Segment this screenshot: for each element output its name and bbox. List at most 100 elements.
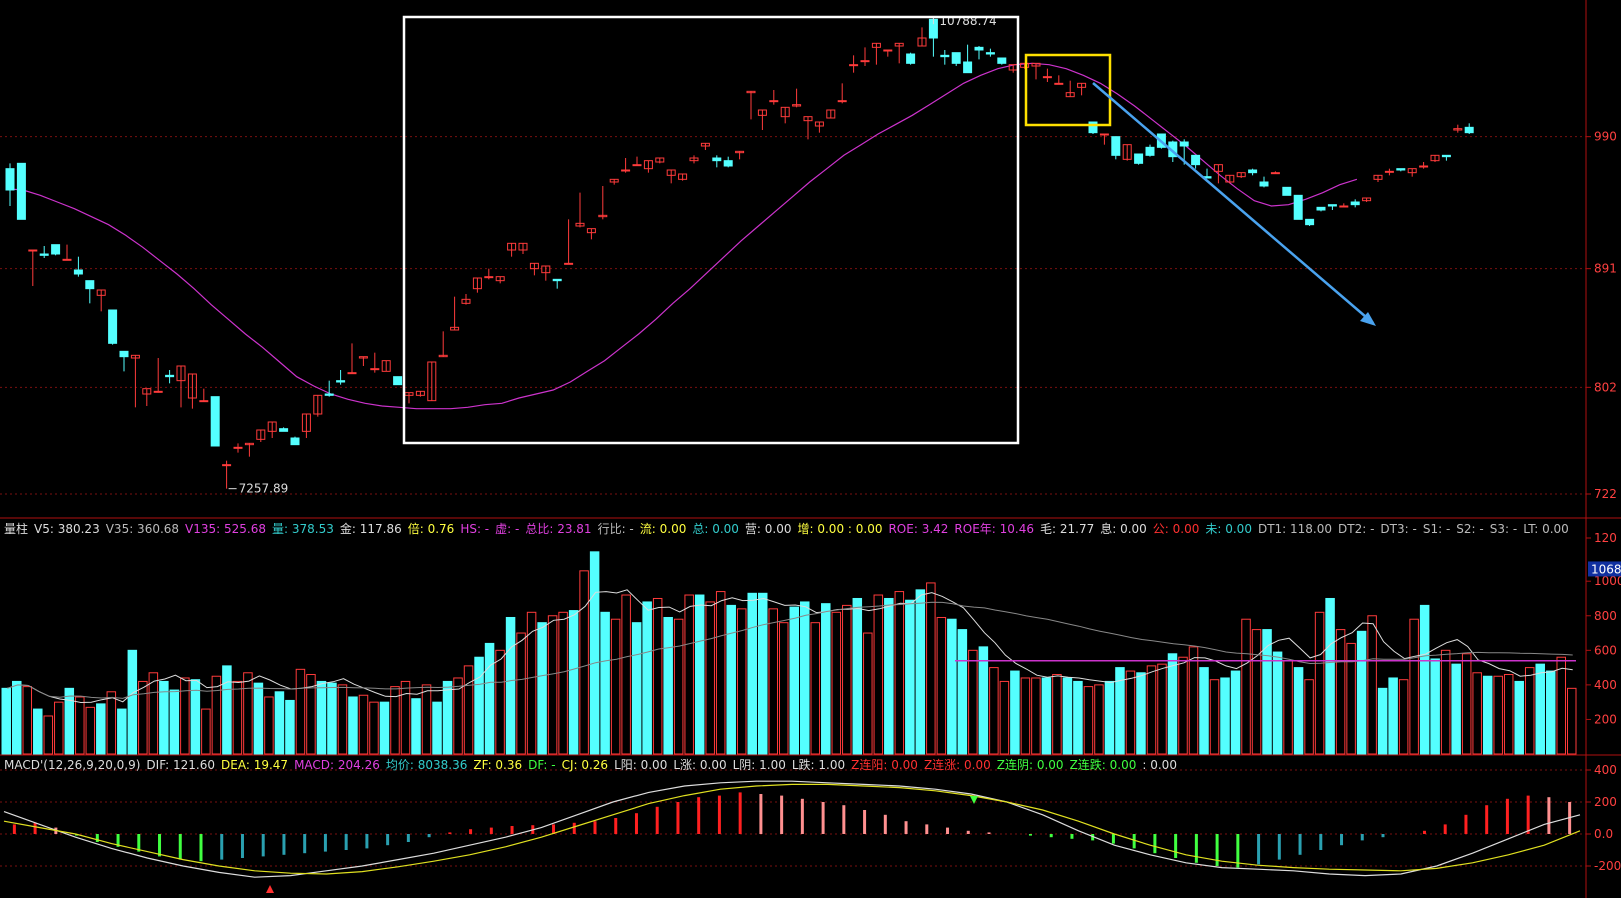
candle-body — [233, 446, 243, 449]
volume-bar — [43, 715, 54, 755]
volume-header-item: 金: 117.86 — [339, 522, 402, 536]
volume-bar — [1220, 677, 1230, 755]
candle-body — [575, 222, 585, 227]
volume-bar — [684, 594, 694, 755]
candle-body — [746, 90, 756, 94]
candle-body — [1430, 154, 1440, 162]
volume-bar — [474, 656, 484, 755]
volume-bar — [1283, 660, 1293, 755]
candle-body — [1225, 174, 1235, 183]
candle-body — [963, 61, 973, 74]
volume-bar — [905, 599, 915, 755]
candle-body — [130, 354, 140, 359]
candle-body — [1088, 121, 1098, 134]
volume-bar — [64, 687, 75, 755]
volume-indicator-header: 量柱 V5: 380.23 V35: 360.68 V135: 525.68 量: 37… — [4, 521, 1575, 537]
volume-header-item: 营: 0.00 — [744, 522, 792, 536]
volume-header-item: 未: 0.00 — [1205, 522, 1252, 536]
volume-bar — [453, 677, 463, 755]
volume-bar — [264, 696, 274, 755]
candle-body — [1396, 168, 1406, 171]
volume-bar — [652, 597, 663, 755]
trend-arrow-line — [1092, 82, 1374, 324]
candle-body — [1441, 154, 1451, 158]
candle-body — [39, 253, 49, 256]
volume-bar — [999, 680, 1010, 755]
candle-body — [529, 262, 539, 270]
volume-bar — [1514, 680, 1524, 755]
candle-body — [1179, 141, 1189, 147]
candle-body — [438, 354, 448, 358]
volume-bar — [495, 649, 505, 755]
volume-bar — [169, 689, 180, 755]
price-axis-label: 990 — [1594, 130, 1617, 144]
volume-bar — [600, 611, 610, 755]
volume-header-item: DT2: - — [1338, 522, 1375, 536]
candle-body — [974, 46, 984, 51]
volume-header-item: HS: - — [460, 522, 490, 536]
volume-bar — [715, 591, 726, 755]
volume-header-item: S1: - — [1422, 522, 1451, 536]
candle-body — [1031, 62, 1041, 67]
candle-body — [814, 121, 824, 127]
macd-axis-label: 0.0 — [1594, 827, 1613, 841]
macd-header-item: 均价: 8038.36 — [385, 758, 468, 772]
macd-header-item: MACD'(12,26,9,20,0,9) — [4, 758, 141, 772]
candle-body — [586, 228, 596, 234]
volume-bar — [1157, 663, 1167, 755]
volume-bar — [926, 582, 936, 755]
candle-body — [541, 265, 551, 274]
candle-body — [1065, 92, 1075, 98]
volume-bar — [85, 706, 96, 755]
volume-bar — [957, 629, 968, 755]
volume-bar — [915, 589, 926, 755]
volume-bar — [54, 701, 64, 755]
candle-body — [1453, 128, 1463, 131]
volume-axis-label: 200 — [1594, 712, 1617, 726]
candle-body — [507, 242, 517, 251]
volume-bar — [757, 592, 768, 755]
volume-bar — [295, 668, 306, 755]
candle-body — [472, 277, 482, 290]
candle-body — [1236, 172, 1246, 178]
macd-header-item: MACD: 204.26 — [294, 758, 380, 772]
volume-header-item: S3: - — [1489, 522, 1518, 536]
candle-body — [142, 388, 152, 395]
volume-bar — [243, 672, 253, 755]
volume-bar — [778, 622, 789, 755]
volume-bar — [12, 680, 22, 755]
volume-bar — [1461, 653, 1472, 755]
volume-bar — [1125, 670, 1136, 755]
volume-bar — [1031, 677, 1041, 755]
candle-body — [1339, 205, 1349, 208]
volume-bar — [1335, 629, 1346, 755]
volume-bar — [484, 642, 495, 755]
volume-bar — [800, 601, 810, 755]
candle-body — [1373, 174, 1383, 180]
volume-bar — [1314, 611, 1325, 755]
volume-bar — [1, 687, 12, 755]
candle-body — [301, 413, 311, 432]
volume-bar — [642, 601, 652, 755]
volume-bar — [1430, 658, 1440, 755]
candle-body — [165, 374, 175, 378]
volume-bar — [663, 616, 673, 755]
volume-bar — [274, 691, 285, 755]
volume-bar — [1188, 646, 1199, 755]
volume-bar — [1094, 684, 1104, 755]
macd-dea-line — [3, 783, 1581, 875]
volume-bar — [1052, 674, 1062, 755]
volume-bar — [1230, 670, 1241, 755]
volume-bar — [863, 632, 873, 755]
volume-bar — [1073, 680, 1083, 755]
volume-bar — [842, 604, 852, 755]
volume-header-item: 总比: 23.81 — [525, 522, 592, 536]
macd-indicator-header: MACD'(12,26,9,20,0,9) DIF: 121.60 DEA: 19.… — [4, 757, 1183, 773]
volume-bar — [1146, 665, 1157, 755]
candle-body — [461, 298, 471, 304]
volume-bar — [705, 601, 715, 755]
volume-bar — [978, 646, 989, 755]
volume-bar — [726, 604, 736, 755]
volume-axis-label: 800 — [1594, 609, 1617, 623]
